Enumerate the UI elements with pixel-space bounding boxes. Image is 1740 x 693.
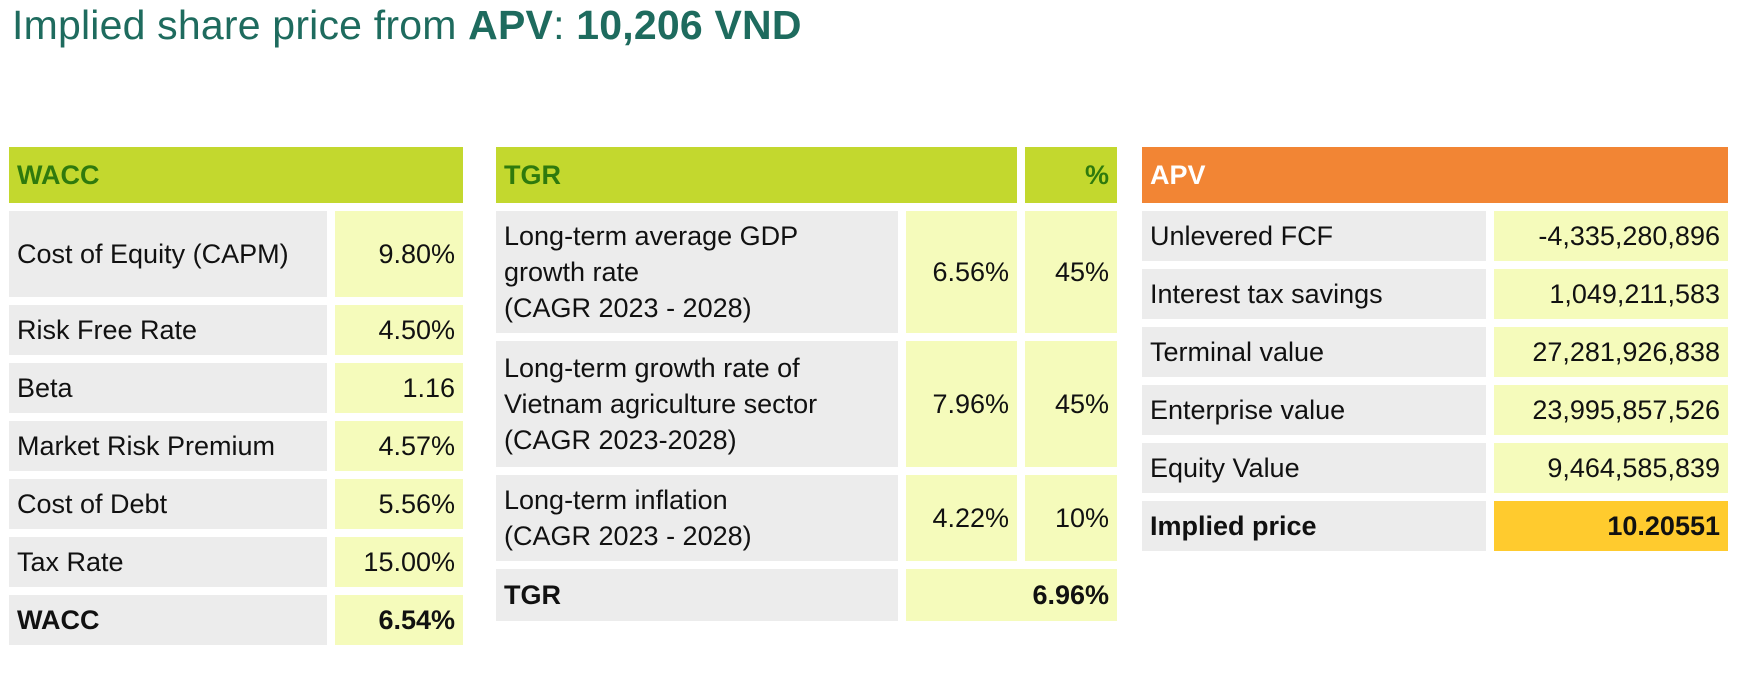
apv-row-value: 9,464,585,839 xyxy=(1494,443,1728,493)
apv-row-value: 23,995,857,526 xyxy=(1494,385,1728,435)
wacc-row-label: Tax Rate xyxy=(9,537,327,587)
apv-table: APV Unlevered FCF -4,335,280,896 Interes… xyxy=(1142,139,1728,559)
implied-price-value: 10.20551 xyxy=(1494,501,1728,551)
wacc-total-label: WACC xyxy=(9,595,327,645)
apv-row-label: Unlevered FCF xyxy=(1142,211,1486,261)
tgr-header-percent: % xyxy=(1025,147,1117,203)
tgr-label-line: growth rate xyxy=(504,257,640,287)
wacc-row-label: Cost of Equity (CAPM) xyxy=(9,211,327,297)
tgr-header-row: TGR % xyxy=(496,147,1117,203)
page-title: Implied share price from APV: 10,206 VND xyxy=(12,2,802,49)
wacc-header-row: WACC xyxy=(9,147,463,203)
wacc-total-row: WACC 6.54% xyxy=(9,595,463,645)
wacc-header: WACC xyxy=(9,147,463,203)
tgr-row-weight: 45% xyxy=(1025,341,1117,467)
tgr-label-line: (CAGR 2023 - 2028) xyxy=(504,293,752,323)
apv-row-value: -4,335,280,896 xyxy=(1494,211,1728,261)
wacc-row-label: Cost of Debt xyxy=(9,479,327,529)
tgr-row-weight: 10% xyxy=(1025,475,1117,561)
wacc-row-value: 5.56% xyxy=(335,479,463,529)
wacc-row-value: 4.50% xyxy=(335,305,463,355)
tgr-row-label: Long-term inflation (CAGR 2023 - 2028) xyxy=(496,475,898,561)
wacc-row-label: Market Risk Premium xyxy=(9,421,327,471)
table-row: Tax Rate 15.00% xyxy=(9,537,463,587)
wacc-row-value: 9.80% xyxy=(335,211,463,297)
tgr-total-label: TGR xyxy=(496,569,898,621)
wacc-total-value: 6.54% xyxy=(335,595,463,645)
table-row: Beta 1.16 xyxy=(9,363,463,413)
table-row: Market Risk Premium 4.57% xyxy=(9,421,463,471)
apv-header-row: APV xyxy=(1142,147,1728,203)
tgr-header: TGR xyxy=(496,147,1017,203)
tgr-row-rate: 4.22% xyxy=(906,475,1017,561)
table-row: Cost of Debt 5.56% xyxy=(9,479,463,529)
table-row: Unlevered FCF -4,335,280,896 xyxy=(1142,211,1728,261)
table-row: Interest tax savings 1,049,211,583 xyxy=(1142,269,1728,319)
tgr-label-line: Long-term average GDP xyxy=(504,221,799,251)
table-row: Enterprise value 23,995,857,526 xyxy=(1142,385,1728,435)
tgr-row-weight: 45% xyxy=(1025,211,1117,333)
tgr-row-label: Long-term growth rate of Vietnam agricul… xyxy=(496,341,898,467)
apv-row-value: 1,049,211,583 xyxy=(1494,269,1728,319)
tgr-label-line: (CAGR 2023 - 2028) xyxy=(504,521,752,551)
title-method: APV xyxy=(468,2,554,48)
apv-total-row: Implied price 10.20551 xyxy=(1142,501,1728,551)
tgr-total-row: TGR 6.96% xyxy=(496,569,1117,621)
wacc-row-value: 4.57% xyxy=(335,421,463,471)
tgr-table: TGR % Long-term average GDP growth rate … xyxy=(496,139,1117,629)
tgr-row-label: Long-term average GDP growth rate (CAGR … xyxy=(496,211,898,333)
title-value: 10,206 VND xyxy=(576,2,802,48)
apv-row-label: Enterprise value xyxy=(1142,385,1486,435)
table-row: Terminal value 27,281,926,838 xyxy=(1142,327,1728,377)
table-row: Long-term average GDP growth rate (CAGR … xyxy=(496,211,1117,333)
tgr-label-line: Long-term growth rate of xyxy=(504,353,800,383)
tgr-label-line: Vietnam agriculture sector xyxy=(504,389,818,419)
table-row: Cost of Equity (CAPM) 9.80% xyxy=(9,211,463,297)
apv-row-label: Interest tax savings xyxy=(1142,269,1486,319)
apv-row-label: Terminal value xyxy=(1142,327,1486,377)
wacc-row-label: Risk Free Rate xyxy=(9,305,327,355)
table-row: Equity Value 9,464,585,839 xyxy=(1142,443,1728,493)
wacc-table: WACC Cost of Equity (CAPM) 9.80% Risk Fr… xyxy=(9,139,463,653)
wacc-row-value: 15.00% xyxy=(335,537,463,587)
tgr-label-line: Long-term inflation xyxy=(504,485,728,515)
apv-row-value: 27,281,926,838 xyxy=(1494,327,1728,377)
tgr-label-line: (CAGR 2023-2028) xyxy=(504,425,737,455)
title-separator: : xyxy=(553,2,577,48)
apv-row-label: Equity Value xyxy=(1142,443,1486,493)
wacc-row-value: 1.16 xyxy=(335,363,463,413)
table-row: Long-term inflation (CAGR 2023 - 2028) 4… xyxy=(496,475,1117,561)
table-row: Long-term growth rate of Vietnam agricul… xyxy=(496,341,1117,467)
title-prefix: Implied share price from xyxy=(12,2,469,48)
tgr-total-value: 6.96% xyxy=(906,569,1117,621)
implied-price-label: Implied price xyxy=(1142,501,1486,551)
tgr-row-rate: 7.96% xyxy=(906,341,1017,467)
table-row: Risk Free Rate 4.50% xyxy=(9,305,463,355)
apv-header: APV xyxy=(1142,147,1728,203)
tgr-row-rate: 6.56% xyxy=(906,211,1017,333)
wacc-row-label: Beta xyxy=(9,363,327,413)
